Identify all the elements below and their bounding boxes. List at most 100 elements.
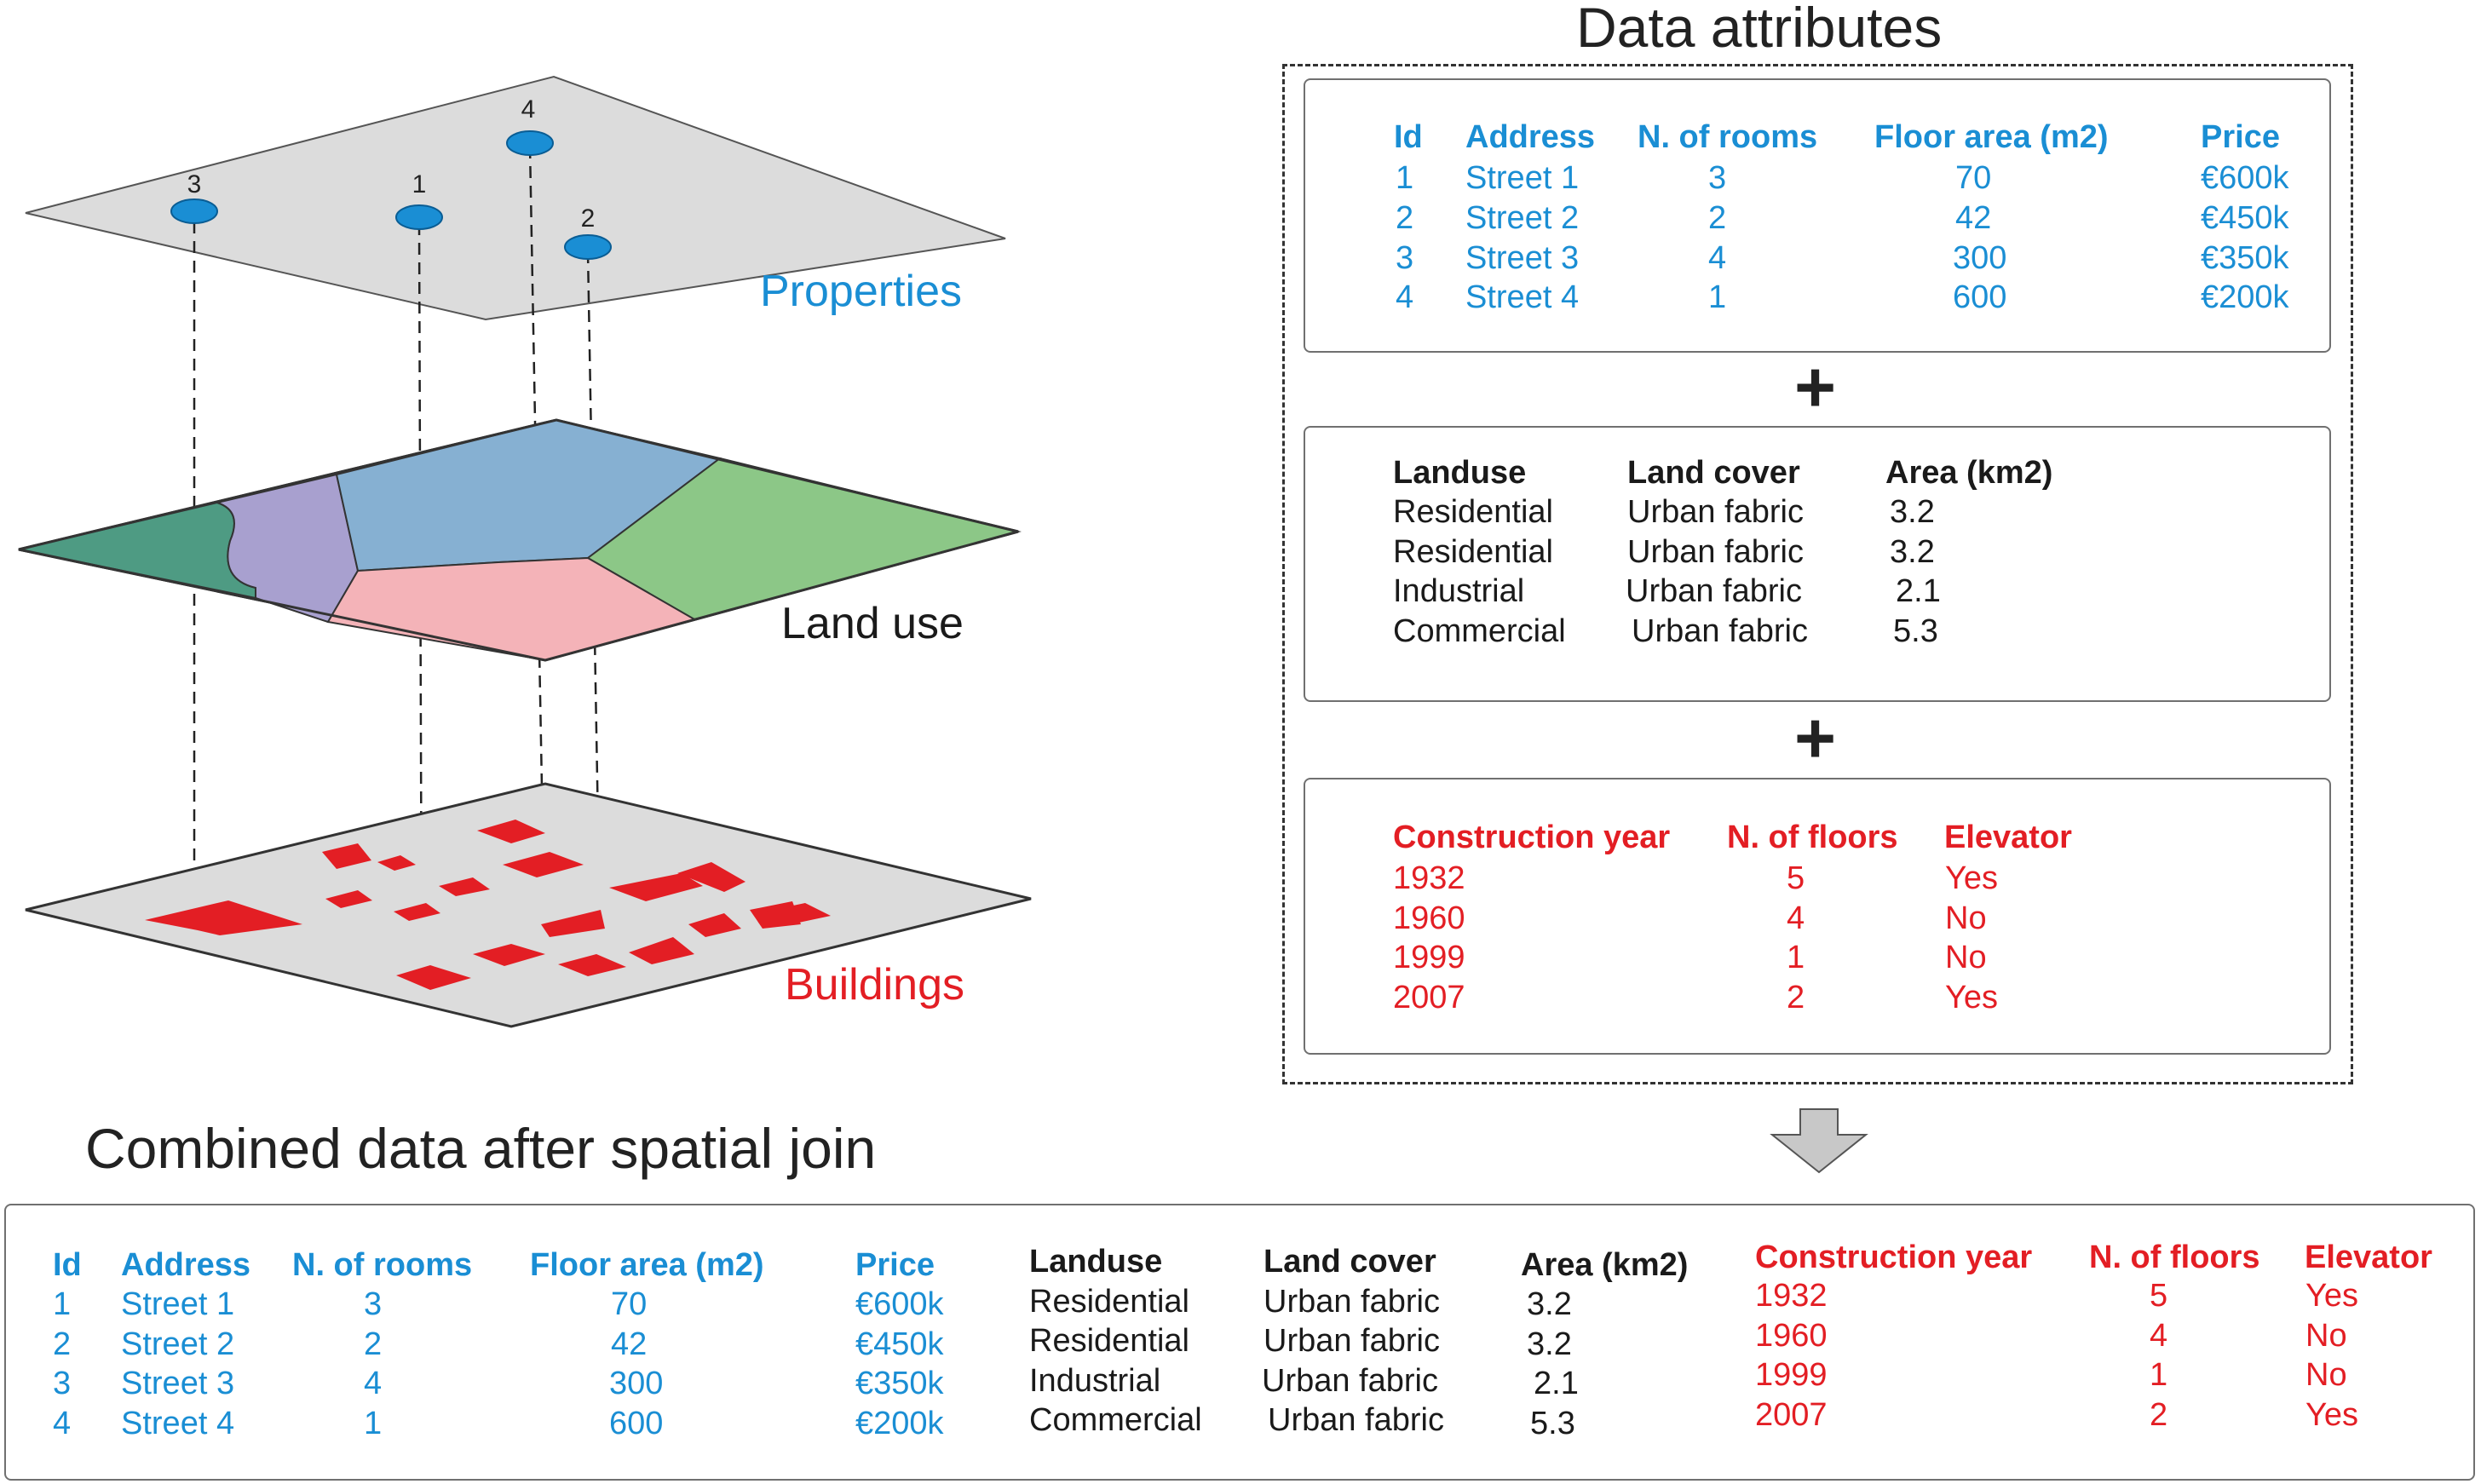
combined-header-landcover: Land cover <box>1264 1244 1436 1280</box>
properties-cell: 3 <box>1396 240 1414 276</box>
combined-cell: 1999 <box>1755 1357 1828 1393</box>
properties-cell: Street 4 <box>1465 279 1580 315</box>
combined-cell: Residential <box>1029 1323 1189 1359</box>
combined-cell: Urban fabric <box>1264 1323 1440 1359</box>
combined-cell: No <box>2305 1318 2347 1354</box>
landuse-cell: Urban fabric <box>1632 613 1808 649</box>
combined-cell: Street 2 <box>121 1326 235 1362</box>
combined-cell: Urban fabric <box>1264 1284 1440 1320</box>
properties-cell: €450k <box>2201 200 2289 236</box>
landuse-header-landuse: Landuse <box>1393 455 1527 491</box>
combined-header-floors: N. of floors <box>2089 1240 2260 1275</box>
buildings-plane <box>25 782 1032 1028</box>
properties-cell: 4 <box>1396 279 1414 315</box>
buildings-cell: 1 <box>1787 940 1805 975</box>
landuse-cell: 5.3 <box>1893 613 1938 649</box>
properties-cell: €200k <box>2201 279 2289 315</box>
properties-header-price: Price <box>2201 119 2280 155</box>
landuse-header-landcover: Land cover <box>1627 455 1800 491</box>
combined-cell: Street 4 <box>121 1406 235 1441</box>
point-label-2: 2 <box>581 204 596 233</box>
combined-cell: 3 <box>53 1366 72 1401</box>
properties-cell: 300 <box>1953 240 2007 276</box>
combined-header-rooms: N. of rooms <box>292 1247 473 1283</box>
landuse-cell: Residential <box>1393 534 1553 570</box>
combined-cell: No <box>2305 1357 2347 1393</box>
combined-header-address: Address <box>121 1247 251 1283</box>
combined-header-landuse: Landuse <box>1029 1244 1163 1280</box>
properties-cell: 70 <box>1955 160 1992 196</box>
buildings-cell: 5 <box>1787 860 1805 896</box>
combined-cell: 3.2 <box>1527 1326 1572 1362</box>
point-label-4: 4 <box>521 95 536 124</box>
properties-header-address: Address <box>1465 119 1596 155</box>
properties-header-rooms: N. of rooms <box>1638 119 1818 155</box>
point-label-3: 3 <box>187 170 202 198</box>
plus-sign-1: + <box>1794 347 1837 427</box>
data-attributes-title: Data attributes <box>1576 0 1943 59</box>
combined-cell: 5.3 <box>1530 1406 1575 1441</box>
combined-cell: Yes <box>2305 1397 2358 1433</box>
buildings-header-elevator: Elevator <box>1944 820 2072 855</box>
properties-header-id: Id <box>1394 119 1423 155</box>
buildings-cell: 2 <box>1787 980 1805 1015</box>
properties-cell: Street 1 <box>1465 160 1580 196</box>
properties-cell: Street 2 <box>1465 200 1580 236</box>
properties-cell: 4 <box>1708 240 1727 276</box>
buildings-cell: 4 <box>1787 900 1805 936</box>
combined-cell: 1 <box>53 1286 72 1322</box>
land-use-label: Land use <box>781 599 964 648</box>
combined-header-id: Id <box>53 1247 82 1283</box>
landuse-cell: Residential <box>1393 494 1553 530</box>
landuse-cell: 2.1 <box>1896 573 1941 609</box>
property-point-2 <box>564 234 612 260</box>
properties-plane <box>25 75 1006 321</box>
landuse-cell: Urban fabric <box>1627 534 1804 570</box>
combined-header-floor-area: Floor area (m2) <box>530 1247 764 1283</box>
combined-cell: 1 <box>2150 1357 2168 1393</box>
combined-cell: 1932 <box>1755 1278 1828 1314</box>
properties-table <box>1304 78 2331 353</box>
combined-cell: 4 <box>2150 1318 2168 1354</box>
combined-cell: 2 <box>2150 1397 2168 1433</box>
plus-sign-2: + <box>1794 698 1837 778</box>
combined-cell: 2 <box>53 1326 72 1362</box>
combined-table <box>4 1204 2475 1481</box>
buildings-cell: 1932 <box>1393 860 1465 896</box>
combined-cell: 3 <box>364 1286 383 1322</box>
combined-cell: 42 <box>611 1326 648 1362</box>
properties-cell: €600k <box>2201 160 2289 196</box>
combined-cell: Residential <box>1029 1284 1189 1320</box>
combined-cell: Street 3 <box>121 1366 235 1401</box>
buildings-cell: Yes <box>1945 860 1998 896</box>
buildings-cell: No <box>1945 900 1987 936</box>
buildings-header-floors: N. of floors <box>1727 820 1898 855</box>
landuse-cell: Commercial <box>1393 613 1566 649</box>
combined-header-area: Area (km2) <box>1521 1247 1689 1283</box>
buildings-header-year: Construction year <box>1393 820 1671 855</box>
land-use-plane <box>18 418 1022 662</box>
landuse-cell: 3.2 <box>1890 494 1935 530</box>
combined-header-price: Price <box>855 1247 935 1283</box>
combined-cell: €350k <box>855 1366 944 1401</box>
property-point-3 <box>170 198 218 224</box>
property-point-1 <box>395 204 443 230</box>
combined-cell: Yes <box>2305 1278 2358 1314</box>
combined-cell: 2.1 <box>1534 1366 1579 1401</box>
properties-label: Properties <box>760 267 962 316</box>
property-point-4 <box>506 130 554 156</box>
properties-cell: €350k <box>2201 240 2289 276</box>
buildings-cell: 1960 <box>1393 900 1465 936</box>
combined-cell: 5 <box>2150 1278 2168 1314</box>
combined-cell: €600k <box>855 1286 944 1322</box>
layer-diagram: 3 1 4 2 <box>18 75 1032 1028</box>
data-attributes-container <box>1282 64 2353 1084</box>
combined-cell: Urban fabric <box>1268 1402 1444 1438</box>
properties-cell: 42 <box>1955 200 1992 236</box>
buildings-table <box>1304 778 2331 1055</box>
buildings-cell: Yes <box>1945 980 1998 1015</box>
combined-header-elevator: Elevator <box>2305 1240 2432 1275</box>
combined-cell: 2007 <box>1755 1397 1828 1433</box>
buildings-cell: No <box>1945 940 1987 975</box>
landuse-header-area: Area (km2) <box>1885 455 2053 491</box>
